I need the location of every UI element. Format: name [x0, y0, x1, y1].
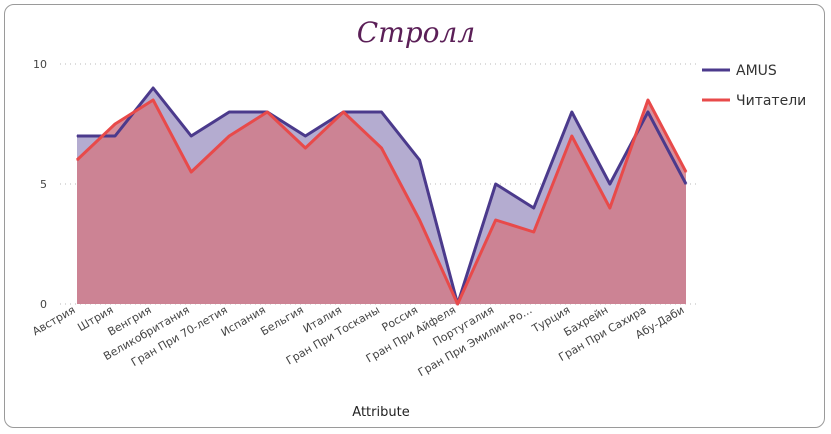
x-axis-label: Attribute	[352, 405, 409, 420]
chart-title: Стролл	[357, 16, 475, 49]
legend: AMUS Читатели	[702, 63, 806, 109]
data-point	[457, 303, 459, 305]
data-point	[152, 99, 154, 101]
y-tick-label: 5	[40, 178, 47, 191]
data-point	[685, 171, 687, 173]
data-point	[76, 135, 78, 137]
data-point	[571, 135, 573, 137]
y-tick-label: 0	[40, 298, 47, 311]
data-point	[609, 207, 611, 209]
data-point	[190, 171, 192, 173]
series-lines	[75, 86, 688, 306]
legend-label: AMUS	[736, 63, 777, 79]
data-point	[533, 231, 535, 233]
x-tick-label: Бельгия	[258, 303, 306, 338]
legend-label: Читатели	[736, 93, 806, 109]
data-point	[228, 111, 230, 113]
data-point	[152, 87, 154, 89]
data-point	[380, 111, 383, 113]
data-point	[76, 159, 78, 161]
data-point	[647, 99, 649, 101]
data-point	[228, 135, 230, 137]
data-point	[342, 111, 345, 113]
data-point	[685, 183, 687, 185]
data-point	[495, 183, 497, 185]
y-tick-label: 10	[33, 58, 47, 71]
data-point	[571, 111, 573, 113]
data-point	[380, 147, 383, 149]
data-point	[609, 183, 611, 185]
series-areas	[77, 88, 686, 304]
data-point	[495, 219, 497, 221]
data-point	[418, 159, 421, 161]
series-area-1	[77, 100, 686, 304]
data-point	[266, 111, 268, 113]
data-point	[114, 135, 116, 137]
data-point	[304, 135, 306, 137]
data-point	[418, 219, 421, 221]
data-point	[647, 111, 649, 113]
data-point	[533, 207, 535, 209]
data-point	[304, 147, 306, 149]
data-point	[190, 135, 192, 137]
x-tick-label: Австрия	[30, 303, 77, 338]
y-axis-ticks: 0 5 10	[33, 58, 47, 311]
data-point	[114, 123, 116, 125]
